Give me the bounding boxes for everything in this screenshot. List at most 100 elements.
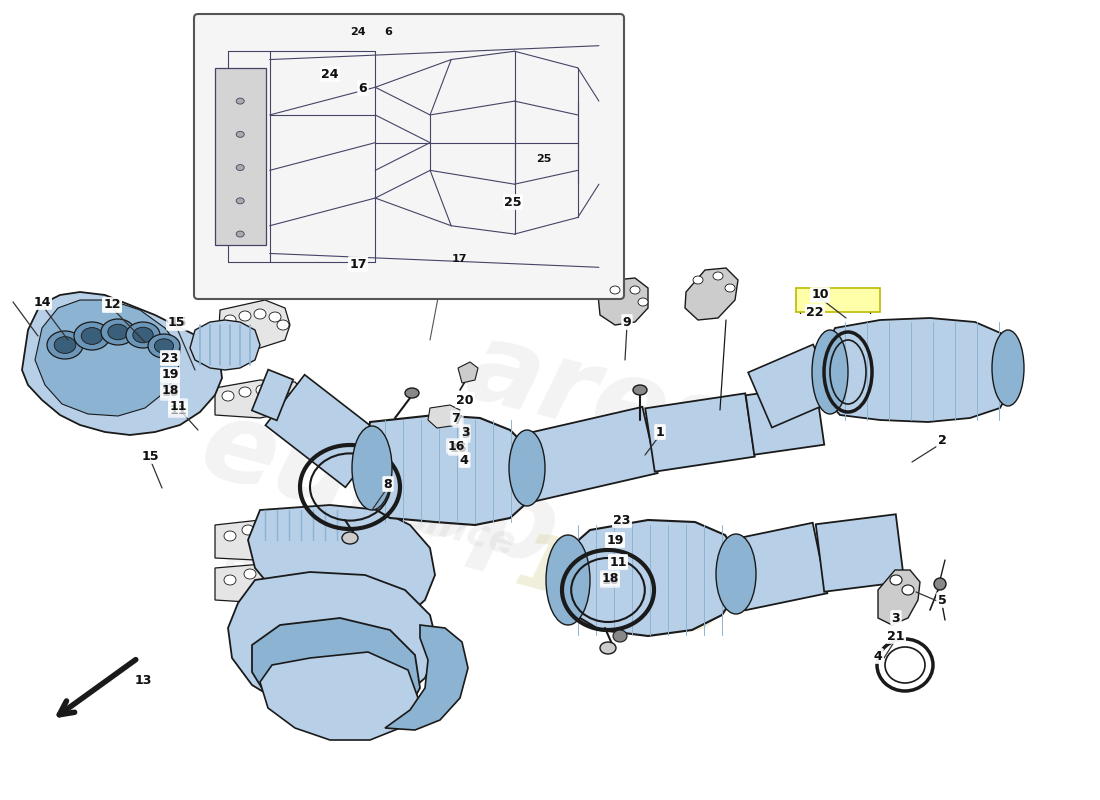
- Text: 25: 25: [504, 195, 521, 209]
- FancyBboxPatch shape: [194, 14, 624, 299]
- Polygon shape: [428, 405, 460, 428]
- Ellipse shape: [276, 525, 288, 535]
- Text: 21: 21: [888, 630, 904, 642]
- Text: 3: 3: [461, 426, 470, 438]
- Text: since: since: [400, 497, 519, 563]
- Text: 23: 23: [614, 514, 630, 526]
- Text: 17: 17: [452, 254, 468, 264]
- Text: 15: 15: [141, 450, 158, 462]
- Text: 24: 24: [321, 67, 339, 81]
- Ellipse shape: [352, 426, 392, 510]
- Polygon shape: [646, 394, 755, 472]
- Text: 23: 23: [614, 514, 630, 526]
- Ellipse shape: [279, 569, 292, 579]
- Text: 4: 4: [460, 454, 469, 466]
- Polygon shape: [385, 625, 468, 730]
- Polygon shape: [252, 370, 294, 421]
- Ellipse shape: [239, 387, 251, 397]
- Text: 7: 7: [452, 411, 461, 425]
- Ellipse shape: [126, 322, 160, 348]
- Text: 24: 24: [351, 26, 366, 37]
- Ellipse shape: [342, 532, 358, 544]
- Polygon shape: [685, 268, 738, 320]
- Text: 11: 11: [609, 555, 627, 569]
- Text: 2: 2: [937, 434, 946, 446]
- Text: 4: 4: [873, 650, 882, 662]
- Ellipse shape: [693, 276, 703, 284]
- Polygon shape: [598, 278, 648, 325]
- Text: 9: 9: [623, 315, 631, 329]
- Ellipse shape: [47, 331, 82, 359]
- Ellipse shape: [244, 569, 256, 579]
- Ellipse shape: [725, 284, 735, 292]
- Polygon shape: [214, 68, 265, 245]
- Polygon shape: [458, 362, 478, 383]
- Ellipse shape: [154, 338, 174, 354]
- Text: 11: 11: [169, 399, 187, 413]
- Text: 19: 19: [162, 369, 178, 382]
- Ellipse shape: [630, 286, 640, 294]
- Ellipse shape: [316, 580, 328, 590]
- Text: 15: 15: [167, 317, 185, 330]
- Text: 17: 17: [350, 258, 366, 270]
- Text: 22: 22: [806, 306, 824, 318]
- Text: 3: 3: [892, 611, 900, 625]
- Text: a pr: a pr: [221, 536, 329, 604]
- Text: ares: ares: [455, 314, 745, 486]
- Ellipse shape: [256, 385, 268, 395]
- Text: 22: 22: [806, 306, 824, 318]
- Text: 5: 5: [937, 594, 946, 606]
- Text: 9: 9: [623, 315, 631, 329]
- Ellipse shape: [236, 165, 244, 170]
- Ellipse shape: [292, 530, 304, 540]
- Ellipse shape: [254, 309, 266, 319]
- Ellipse shape: [236, 98, 244, 104]
- Text: europ: europ: [190, 391, 570, 589]
- Ellipse shape: [546, 535, 590, 625]
- Ellipse shape: [613, 630, 627, 642]
- Polygon shape: [214, 560, 338, 605]
- Polygon shape: [260, 652, 418, 740]
- Text: 13: 13: [134, 674, 152, 686]
- Ellipse shape: [277, 320, 289, 330]
- Ellipse shape: [224, 315, 236, 325]
- Polygon shape: [562, 520, 740, 636]
- Text: 19: 19: [162, 369, 178, 382]
- Polygon shape: [228, 572, 438, 716]
- Ellipse shape: [239, 311, 251, 321]
- Ellipse shape: [133, 327, 153, 342]
- Polygon shape: [520, 407, 658, 501]
- FancyBboxPatch shape: [796, 288, 880, 312]
- Text: 16: 16: [449, 442, 466, 454]
- Text: 1985: 1985: [508, 526, 733, 654]
- Text: 23: 23: [162, 351, 178, 365]
- Text: 13: 13: [134, 674, 152, 686]
- Text: 8: 8: [384, 478, 393, 490]
- Text: 1: 1: [656, 426, 664, 438]
- Text: 6: 6: [384, 26, 392, 37]
- Text: 11: 11: [609, 555, 627, 569]
- Text: 3: 3: [892, 611, 900, 625]
- Ellipse shape: [285, 393, 297, 403]
- Ellipse shape: [934, 578, 946, 590]
- Text: 18: 18: [602, 571, 618, 585]
- Ellipse shape: [600, 642, 616, 654]
- Polygon shape: [730, 522, 827, 610]
- Polygon shape: [214, 380, 305, 418]
- Text: 14: 14: [33, 295, 51, 309]
- Text: 2: 2: [937, 434, 946, 446]
- Ellipse shape: [236, 131, 244, 138]
- Text: 10: 10: [812, 289, 828, 302]
- Text: 18: 18: [162, 383, 178, 397]
- Text: 6: 6: [359, 82, 367, 94]
- Ellipse shape: [101, 319, 135, 345]
- Polygon shape: [823, 318, 1010, 422]
- Text: 25: 25: [504, 195, 521, 209]
- Ellipse shape: [262, 567, 274, 577]
- Text: 3: 3: [461, 429, 470, 442]
- Ellipse shape: [296, 573, 308, 583]
- Polygon shape: [218, 300, 290, 348]
- Text: 18: 18: [162, 386, 178, 399]
- Text: 11: 11: [169, 403, 187, 417]
- Text: 23: 23: [162, 351, 178, 365]
